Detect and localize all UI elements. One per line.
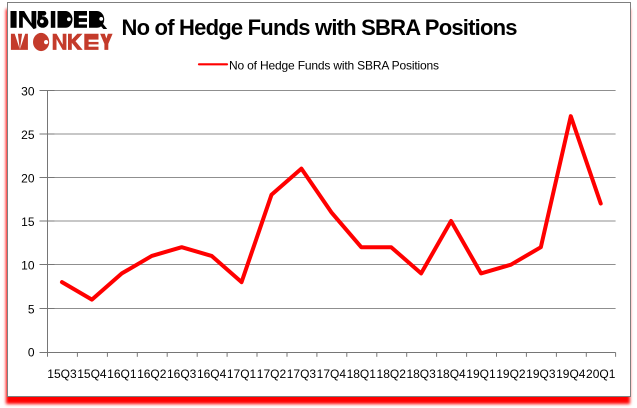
svg-text:17Q1: 17Q1 — [227, 367, 257, 381]
svg-text:16Q1: 16Q1 — [107, 367, 137, 381]
svg-text:18Q2: 18Q2 — [377, 367, 407, 381]
svg-text:19Q1: 19Q1 — [466, 367, 496, 381]
svg-text:5: 5 — [28, 302, 35, 316]
svg-text:20Q1: 20Q1 — [586, 367, 616, 381]
svg-text:No of Hedge Funds with SBRA Po: No of Hedge Funds with SBRA Positions — [229, 58, 439, 72]
svg-text:25: 25 — [21, 128, 35, 142]
svg-text:16Q3: 16Q3 — [167, 367, 197, 381]
svg-text:18Q3: 18Q3 — [406, 367, 436, 381]
svg-text:16Q4: 16Q4 — [197, 367, 227, 381]
svg-text:15Q4: 15Q4 — [77, 367, 107, 381]
svg-text:16Q2: 16Q2 — [137, 367, 167, 381]
svg-text:19Q3: 19Q3 — [526, 367, 556, 381]
svg-text:0: 0 — [28, 346, 35, 360]
svg-text:20: 20 — [21, 172, 35, 186]
svg-text:30: 30 — [21, 85, 35, 99]
svg-text:19Q4: 19Q4 — [556, 367, 586, 381]
svg-text:17Q4: 17Q4 — [317, 367, 347, 381]
svg-text:18Q4: 18Q4 — [436, 367, 466, 381]
svg-text:19Q2: 19Q2 — [496, 367, 526, 381]
svg-text:10: 10 — [21, 259, 35, 273]
svg-text:18Q1: 18Q1 — [347, 367, 377, 381]
svg-text:17Q2: 17Q2 — [257, 367, 287, 381]
svg-text:15Q3: 15Q3 — [47, 367, 77, 381]
svg-text:15: 15 — [21, 215, 35, 229]
svg-text:No of Hedge Funds with SBRA Po: No of Hedge Funds with SBRA Positions — [122, 15, 518, 40]
svg-text:17Q3: 17Q3 — [287, 367, 317, 381]
